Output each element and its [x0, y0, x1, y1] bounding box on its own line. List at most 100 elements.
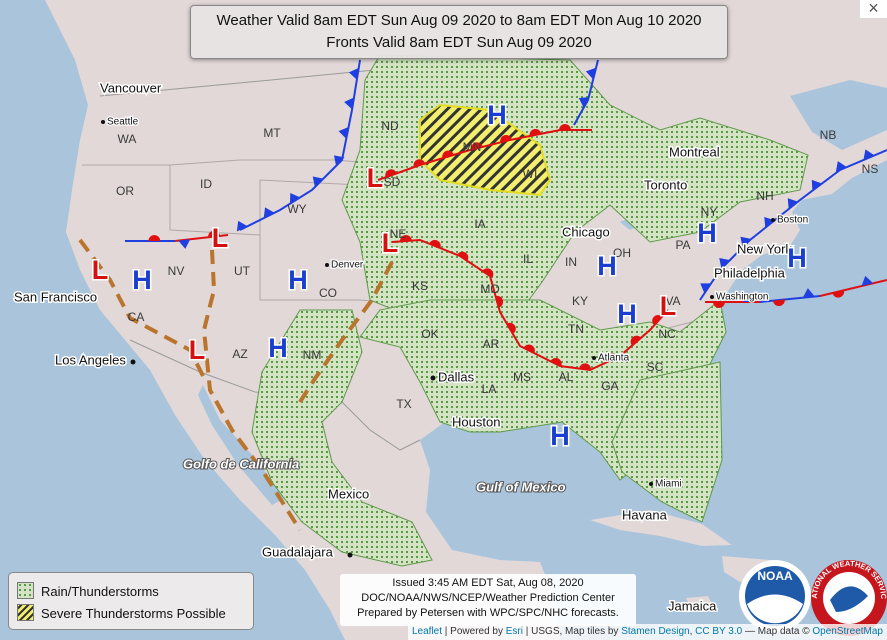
warm-front-symbol — [558, 124, 571, 130]
state-label: NS — [862, 162, 879, 176]
state-label: MO — [480, 282, 499, 296]
state-label: CA — [128, 310, 145, 324]
city-label: Washington — [716, 292, 768, 303]
cold-front-symbol — [348, 67, 359, 80]
warm-front-symbol — [471, 142, 483, 150]
cold-front-symbol — [344, 97, 354, 110]
warm-front-symbol — [529, 129, 542, 137]
cold-front-symbol — [700, 283, 712, 294]
rain-area — [251, 309, 433, 567]
state-label: NC — [658, 327, 676, 341]
city-label: San Francisco — [14, 289, 97, 304]
state-label: AL — [559, 370, 574, 384]
state-label: SD — [384, 175, 401, 189]
state-label: NH — [756, 189, 773, 203]
high-pressure: H — [268, 333, 288, 363]
city-dot — [771, 218, 775, 222]
state-label: MS — [513, 370, 531, 384]
link[interactable]: CC BY 3.0 — [695, 626, 743, 637]
city-dot — [430, 375, 436, 381]
link[interactable]: Esri — [505, 626, 523, 637]
state-label: IN — [565, 255, 577, 269]
warm-front-symbol — [506, 322, 516, 334]
close-button[interactable]: × — [860, 0, 887, 18]
link[interactable]: OpenStreetMap — [812, 626, 883, 637]
warm-front-symbol — [606, 353, 619, 362]
link[interactable]: Leaflet — [411, 626, 443, 637]
city-dot — [649, 482, 653, 486]
state-label: ID — [200, 177, 212, 191]
warm-front-symbol — [495, 295, 504, 308]
low-pressure: L — [212, 223, 229, 253]
city-label: Chicago — [562, 224, 610, 239]
cold-front-symbol — [743, 293, 755, 302]
city-label: Philadelphia — [714, 265, 786, 280]
issued-line: Issued 3:45 AM EDT Sat, Aug 08, 2020 — [392, 577, 584, 589]
warm-front-symbol — [457, 251, 469, 261]
warm-front-symbol — [399, 235, 412, 242]
state-label: IA — [474, 217, 485, 231]
city-label: Atlanta — [598, 353, 630, 364]
cold-front-symbol — [289, 192, 301, 204]
noaa-logo — [747, 594, 803, 624]
city-label: Houston — [452, 414, 500, 429]
legend-label: Rain/Thunderstorms — [41, 584, 159, 599]
noaa-text: NOAA — [757, 569, 793, 583]
state-label: OR — [116, 184, 134, 198]
cold-front-symbol — [178, 239, 191, 249]
cold-front-symbol — [236, 220, 248, 232]
warm-front-symbol — [652, 314, 663, 326]
cold-front-symbol — [719, 258, 730, 269]
attribution-text: , — [689, 626, 693, 637]
jamaica-island — [686, 596, 712, 606]
warm-front-symbol — [772, 299, 785, 307]
state-label: CO — [319, 286, 337, 300]
city-dot — [347, 552, 353, 558]
state-label: NY — [701, 205, 718, 219]
issued-line: DOC/NOAA/NWS/NCEP/Weather Prediction Cen… — [361, 592, 615, 604]
state-label: NM — [303, 348, 322, 362]
legend-swatch — [17, 582, 34, 599]
state-label: IL — [523, 252, 533, 266]
cold-front-symbol — [333, 155, 345, 166]
city-label: Jamaica — [668, 598, 717, 613]
high-pressure: H — [550, 421, 570, 451]
link[interactable]: Stamen Design — [621, 626, 690, 637]
cold-front-symbol — [585, 67, 597, 80]
cold-front-symbol — [863, 149, 875, 161]
city-dot — [592, 356, 596, 360]
city-label: Seattle — [107, 117, 139, 128]
state-label: NB — [820, 128, 837, 142]
state-label: KY — [572, 294, 588, 308]
state-label: MT — [263, 126, 281, 140]
warm-front-symbol — [413, 159, 426, 168]
warm-front-symbol — [832, 290, 845, 298]
state-label: AR — [483, 337, 500, 351]
front-line — [391, 238, 669, 372]
state-label: KS — [412, 279, 428, 293]
state-label: SC — [647, 360, 664, 374]
legend: Rain/Thunderstorms Severe Thunderstorms … — [8, 572, 254, 630]
high-pressure: H — [697, 218, 717, 248]
legend-swatch — [17, 604, 34, 621]
cold-front-symbol — [861, 275, 874, 287]
state-label: OH — [613, 246, 631, 260]
front-line — [759, 295, 821, 303]
cold-front-symbol — [578, 97, 590, 108]
state-label: LA — [482, 382, 497, 396]
warm-front-symbol — [482, 268, 494, 278]
high-pressure: H — [487, 100, 507, 130]
cold-front-symbol — [835, 161, 847, 172]
high-pressure: H — [132, 265, 152, 295]
low-pressure: L — [660, 291, 677, 321]
trough — [201, 249, 302, 532]
state-label: PA — [675, 238, 690, 252]
legend-label: Severe Thunderstorms Possible — [41, 606, 226, 621]
city-label: Miami — [655, 479, 682, 490]
attribution-text: | USGS, Map tiles by — [525, 626, 619, 637]
warm-front-symbol — [385, 169, 397, 178]
city-dot — [710, 295, 714, 299]
warm-front-symbol — [148, 235, 161, 241]
city-label: Boston — [777, 215, 808, 226]
